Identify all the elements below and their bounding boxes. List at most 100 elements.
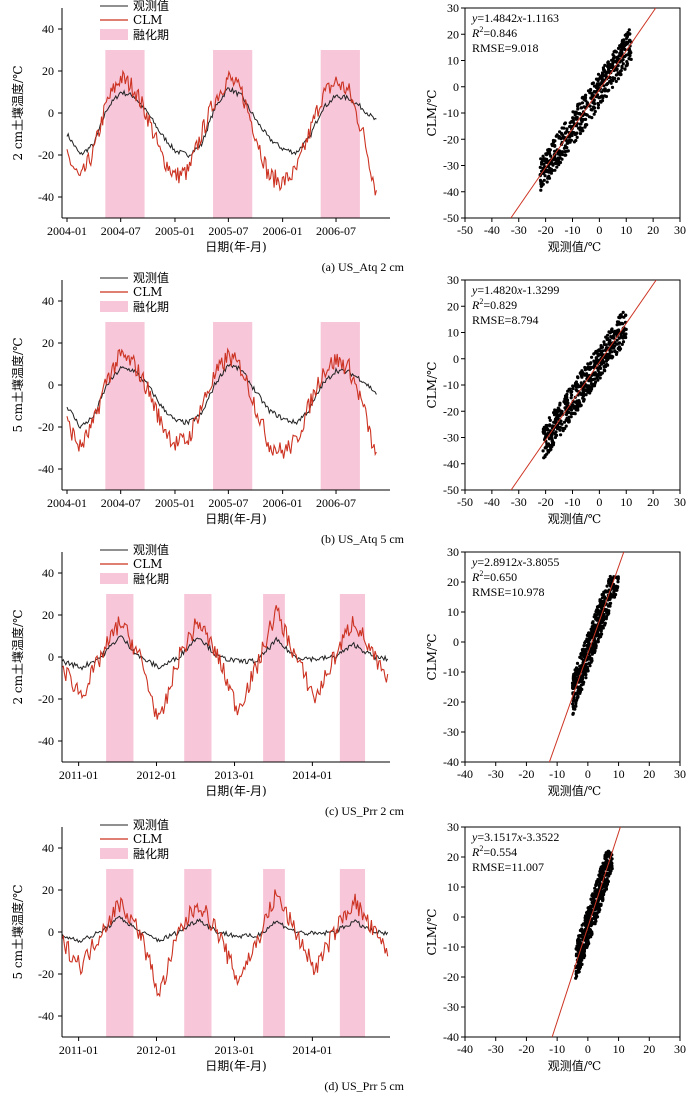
scatter-point [573,412,577,416]
x-tick-label: -10 [565,223,581,237]
scatter-point [600,874,604,878]
scatter-point [598,353,602,357]
scatter-point [587,631,591,635]
scatter-point [593,377,597,381]
y-tick-label: -30 [443,159,459,173]
x-tick-label: 0 [596,495,602,509]
scatter-point [598,83,602,87]
scatter-point [608,350,612,354]
scatter-point [572,140,577,144]
observed-series-line [61,635,389,671]
y-tick-label: -40 [38,734,54,748]
x-tick-label: 20 [647,495,659,509]
scatter-point [591,101,595,105]
legend-clm-label: CLM [133,13,162,27]
scatter-point [590,355,594,359]
scatter-point [589,361,593,365]
timeseries-panel-b [58,277,390,494]
scatter-point [592,615,596,619]
scatter-point [577,126,581,130]
y-tick-label: -20 [38,148,54,162]
clm-series-line [61,605,389,720]
scatter-point [573,113,577,117]
x-tick-label: 2013-01 [215,1043,255,1057]
y-tick-label: 0 [48,378,54,392]
scatter-point [598,376,602,380]
scatter-point [548,418,552,422]
y-tick-label: 20 [42,64,54,78]
scatter-point [610,864,614,868]
y-tick-label: 20 [447,575,459,589]
scatter-point [595,358,599,362]
scatter-point [565,146,569,150]
scatter-point [594,644,598,648]
scatter-point [576,968,581,972]
scatter-point [599,344,603,348]
scatter-point [585,113,589,117]
scatter-point [538,165,542,169]
scatter-point [582,952,586,956]
x-tick-label: -20 [518,1042,534,1056]
x-tick-label: -10 [549,1042,565,1056]
scatter-point [583,914,588,918]
scatter-point [544,169,548,173]
scatter-point [623,67,627,71]
scatter-point [547,174,551,178]
scatter-point [581,948,585,952]
scatter-point [574,972,578,976]
scatter-point [595,373,599,377]
scatter-point [608,75,612,80]
x-tick-label: 2004-01 [47,496,87,510]
scatter-point [612,587,616,592]
scatter-point [587,640,591,645]
scatter-point [600,353,605,357]
scatter-point [578,928,583,933]
scatter-point [608,597,612,602]
scatter-point [598,366,602,370]
scatter-point [582,97,586,101]
scatter-point [592,112,596,116]
scatter-point [551,142,555,146]
scatter-point [609,78,613,82]
y-tick-label: 10 [447,880,459,894]
x-tick-label: -10 [565,495,581,509]
scatter-point [589,635,594,640]
scatter-point [604,359,609,363]
scatter-point [560,422,564,426]
scatter-point [602,893,606,897]
scatter-point [555,158,559,162]
scatter-point [568,388,572,392]
scatter-point [595,915,600,919]
x-axis-label: 观测值/℃ [548,511,601,526]
scatter-point [612,77,616,81]
scatter-point [579,372,583,376]
scatter-point [574,380,579,384]
scatter-point [605,858,609,863]
scatter-point [544,158,548,162]
scatter-point [578,102,582,106]
scatter-point [583,123,588,127]
fit-line [548,551,625,763]
thaw-period-band [105,50,145,218]
scatter-point [589,906,593,911]
y-tick-label: 30 [447,273,459,287]
x-tick-label: 2004-01 [47,224,87,238]
scatter-point [603,623,607,627]
scatter-point [588,664,592,668]
x-tick-label: 10 [613,767,625,781]
scatter-point [600,74,604,78]
scatter-point [587,941,591,946]
scatter-point [582,652,587,656]
scatter-point [540,162,544,166]
scatter-point [555,412,559,416]
scatter-point [580,101,585,105]
scatter-point [550,441,555,445]
scatter-point [595,907,599,911]
scatter-point [578,401,582,405]
scatter-point [574,704,578,708]
scatter-point [614,59,618,63]
scatter-point [602,68,606,72]
scatter-point [574,954,579,958]
